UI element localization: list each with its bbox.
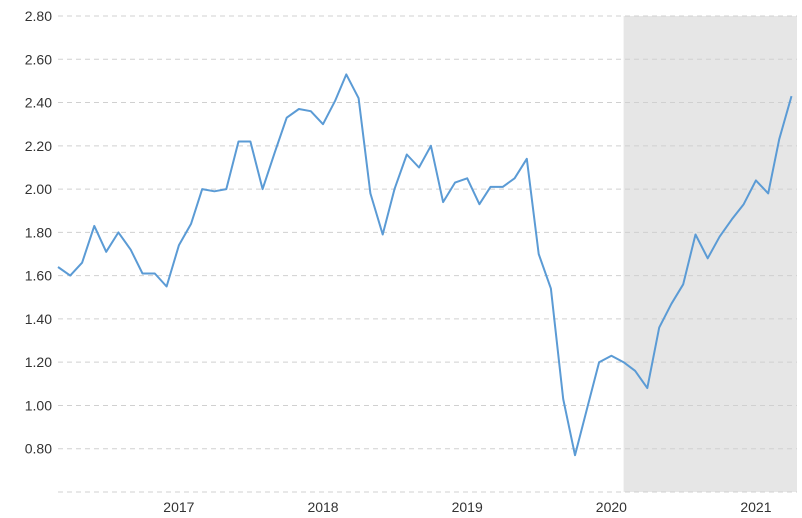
y-axis-tick-labels: 0.80 1.00 1.20 1.40 1.60 1.80 2.00 2.20 2.40 2.60… [25, 8, 52, 457]
x-tick-label: 2018 [307, 499, 338, 515]
y-tick-label: 2.40 [25, 95, 52, 111]
y-tick-label: 1.20 [25, 354, 52, 370]
y-tick-label: 2.20 [25, 138, 52, 154]
y-tick-label: 2.80 [25, 8, 52, 24]
y-tick-label: 1.80 [25, 224, 52, 240]
y-tick-label: 1.40 [25, 311, 52, 327]
y-tick-label: 2.00 [25, 181, 52, 197]
x-tick-label: 2017 [163, 499, 194, 515]
x-tick-label: 2021 [740, 499, 771, 515]
x-tick-label: 2019 [452, 499, 483, 515]
x-axis-tick-labels: 2017 2018 2019 2020 2021 [163, 499, 771, 515]
series-line-layer [57, 73, 793, 457]
y-tick-label: 1.60 [25, 268, 52, 284]
y-tick-label: 1.00 [25, 397, 52, 413]
y-tick-label: 2.60 [25, 51, 52, 67]
series-line [57, 73, 793, 457]
gridlines [58, 15, 797, 493]
y-tick-label: 0.80 [25, 441, 52, 457]
x-tick-label: 2020 [596, 499, 627, 515]
